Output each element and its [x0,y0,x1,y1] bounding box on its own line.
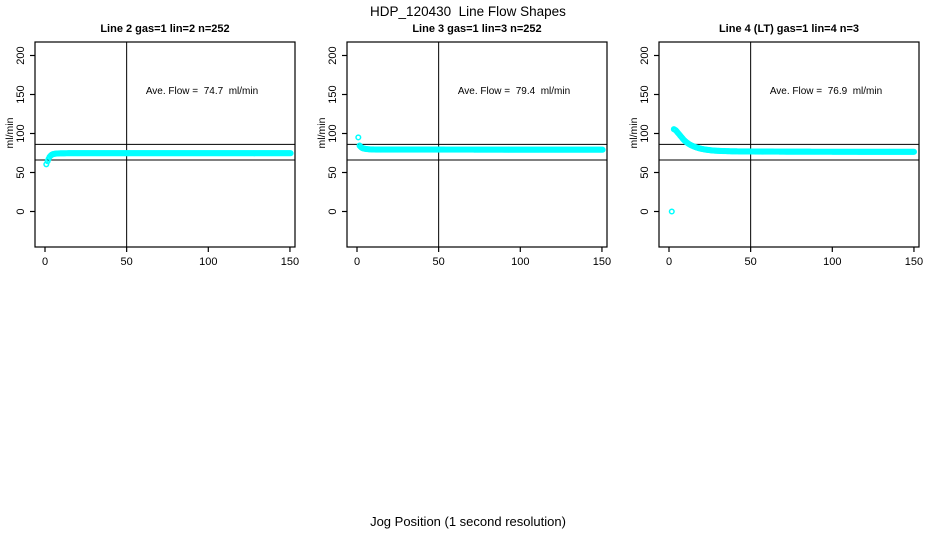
y-tick-label: 100 [639,124,651,142]
x-tick-label: 50 [745,256,757,268]
x-tick-label: 100 [511,256,529,268]
y-tick-label: 100 [327,124,339,142]
x-tick-label: 100 [823,256,841,268]
panel-line-3: 0 50 100 150 0 50 100 150 200 Line 3 gas=1 lin=3… [312,20,624,280]
flow-data-point [599,146,606,153]
panel-3-ave-flow-annotation: Ave. Flow = 76.9 ml/min [769,86,883,97]
flow-outlier-point [355,134,362,141]
y-tick-label: 0 [327,208,339,214]
panel-line-2: 0 50 100 150 0 50 100 150 200 Line 2 gas=1 lin=2… [0,20,312,280]
x-tick-label: 150 [281,256,299,268]
flow-outlier-point [43,161,50,168]
panel-1-svg: 0 50 100 150 0 50 100 150 200 [15,41,299,268]
x-tick-label: 0 [42,256,48,268]
x-tick-label: 0 [354,256,360,268]
panel-2-title: Line 3 gas=1 lin=3 n=252 [412,23,542,35]
panel-1-ave-flow-annotation: Ave. Flow = 74.7 ml/min [145,86,259,97]
x-tick-label: 150 [905,256,923,268]
y-tick-label: 150 [15,85,27,103]
y-tick-label: 200 [15,46,27,64]
plot-box [346,41,608,248]
x-tick-label: 0 [666,256,672,268]
flow-data-point [287,150,294,157]
y-tick-label: 50 [639,166,651,178]
panel-1-y-axis-label: ml/min [4,117,16,149]
panel-2-svg: 0 50 100 150 0 50 100 150 200 [327,41,611,268]
plot-box [658,41,920,248]
y-tick-label: 150 [639,85,651,103]
panel-3-svg: 0 50 100 150 0 50 100 150 200 [639,41,923,268]
x-tick-label: 100 [199,256,217,268]
y-tick-label: 0 [15,208,27,214]
x-tick-label: 50 [433,256,445,268]
figure-title: HDP_120430 Line Flow Shapes [370,4,566,19]
x-tick-label: 150 [593,256,611,268]
y-tick-label: 150 [327,85,339,103]
panel-3-y-axis-label: ml/min [628,117,640,149]
y-tick-label: 100 [15,124,27,142]
x-tick-label: 50 [121,256,133,268]
flow-outlier-point [668,208,675,215]
panel-line-4: 0 50 100 150 0 50 100 150 200 Line 4 (LT) gas=1 … [624,20,936,280]
y-tick-label: 0 [639,208,651,214]
y-tick-label: 200 [327,46,339,64]
figure-x-axis-label: Jog Position (1 second resolution) [370,514,566,529]
panel-3-title: Line 4 (LT) gas=1 lin=4 n=3 [718,23,860,35]
y-tick-label: 50 [327,166,339,178]
panel-2-y-axis-label: ml/min [316,117,328,149]
y-tick-label: 50 [15,166,27,178]
plot-box [34,41,296,248]
y-tick-label: 200 [639,46,651,64]
panel-2-ave-flow-annotation: Ave. Flow = 79.4 ml/min [457,86,571,97]
flow-data-point [910,148,918,155]
panel-1-title: Line 2 gas=1 lin=2 n=252 [100,23,230,35]
